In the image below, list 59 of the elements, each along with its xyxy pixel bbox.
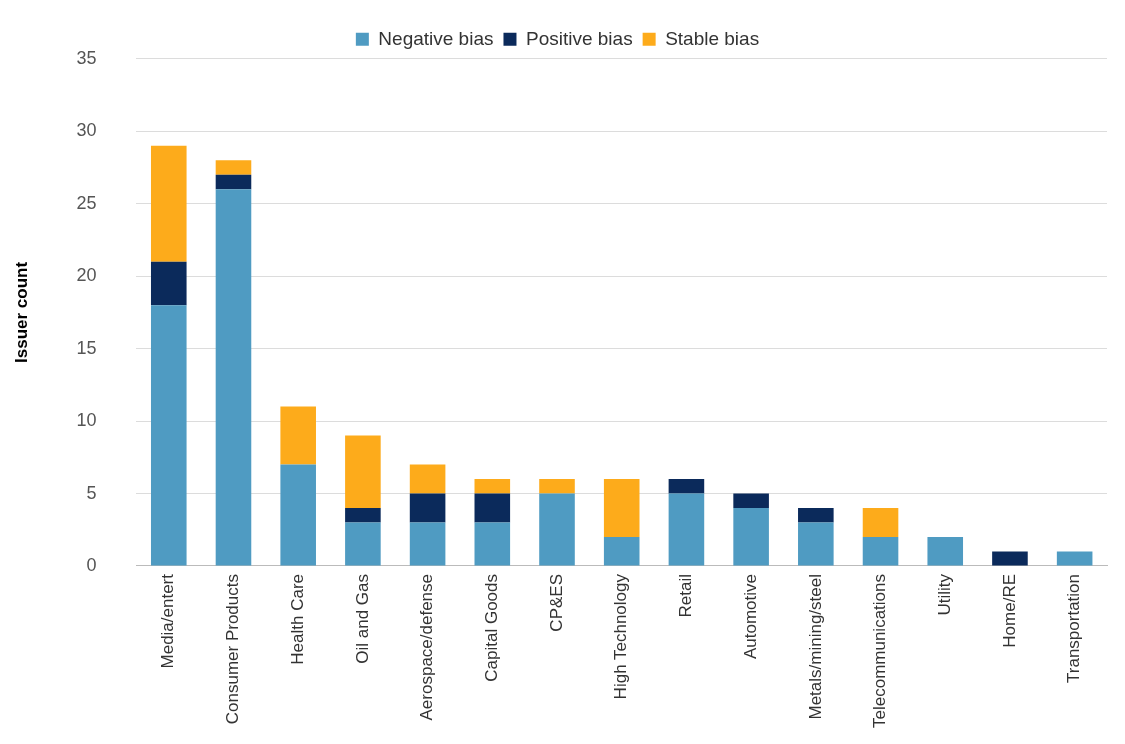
x-tick-label: Oil and Gas	[352, 573, 372, 664]
x-tick-label: Home/RE	[999, 573, 1019, 648]
bar	[280, 464, 316, 566]
bar	[150, 261, 187, 306]
y-tick-label: 0	[86, 554, 97, 575]
bar	[798, 508, 834, 523]
bar	[409, 493, 446, 523]
legend-label: Stable bias	[665, 27, 760, 49]
bar	[345, 522, 381, 566]
bar	[539, 493, 575, 566]
y-tick-label: 35	[76, 47, 97, 68]
bar	[215, 189, 252, 566]
x-tick-label: Media/entert	[158, 573, 178, 669]
y-tick-label: 10	[76, 410, 97, 431]
y-tick-label: 25	[76, 192, 97, 213]
y-axis-title: Issuer count	[11, 261, 31, 363]
y-tick-label: 30	[76, 120, 97, 141]
bar	[992, 551, 1028, 566]
y-tick-label: 15	[76, 337, 97, 358]
bar	[603, 537, 640, 566]
bar	[668, 493, 705, 566]
bar	[150, 305, 187, 566]
legend-label: Positive bias	[525, 27, 633, 49]
bar	[733, 493, 769, 509]
bar	[668, 479, 705, 494]
bar	[474, 522, 511, 566]
legend-label: Negative bias	[378, 27, 494, 49]
x-tick-label: Transportation	[1064, 573, 1084, 683]
x-tick-label: Utility	[934, 573, 954, 616]
bar	[539, 479, 575, 494]
x-tick-label: Health Care	[287, 573, 307, 665]
y-tick-label: 5	[86, 482, 97, 503]
bar	[733, 508, 769, 566]
bar	[345, 435, 381, 509]
bar	[798, 522, 834, 566]
bar	[409, 522, 446, 566]
bar	[862, 508, 899, 538]
bar	[215, 174, 252, 190]
bar	[409, 464, 446, 494]
bar	[280, 406, 316, 465]
bar	[345, 508, 381, 523]
x-tick-label: CP&ES	[546, 573, 566, 632]
bar	[215, 160, 252, 175]
bar	[474, 479, 511, 494]
x-tick-label: Retail	[676, 573, 696, 618]
x-tick-label: Consumer Products	[223, 573, 243, 725]
x-tick-label: Metals/mining/steel	[805, 573, 825, 720]
x-tick-label: High Technology	[611, 573, 631, 700]
y-tick-label: 20	[76, 265, 97, 286]
x-tick-label: Aerospace/defense	[417, 573, 437, 721]
bar	[474, 493, 511, 523]
bar	[603, 479, 640, 538]
bar	[927, 537, 964, 566]
bar	[1056, 551, 1093, 566]
bar	[862, 537, 899, 566]
x-tick-label: Telecommunications	[870, 573, 890, 728]
x-tick-label: Automotive	[740, 573, 760, 660]
bar	[150, 145, 187, 262]
x-tick-label: Capital Goods	[481, 573, 501, 682]
